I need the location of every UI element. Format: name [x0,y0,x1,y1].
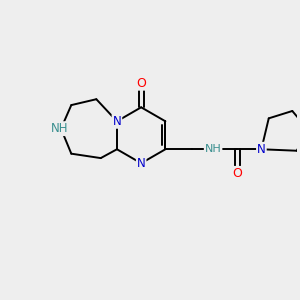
Text: N: N [257,143,266,156]
Text: O: O [136,77,146,90]
Text: NH: NH [51,122,68,135]
Text: N: N [137,157,146,170]
Text: N: N [112,115,121,128]
Text: NH: NH [205,144,221,154]
Text: O: O [232,167,242,180]
